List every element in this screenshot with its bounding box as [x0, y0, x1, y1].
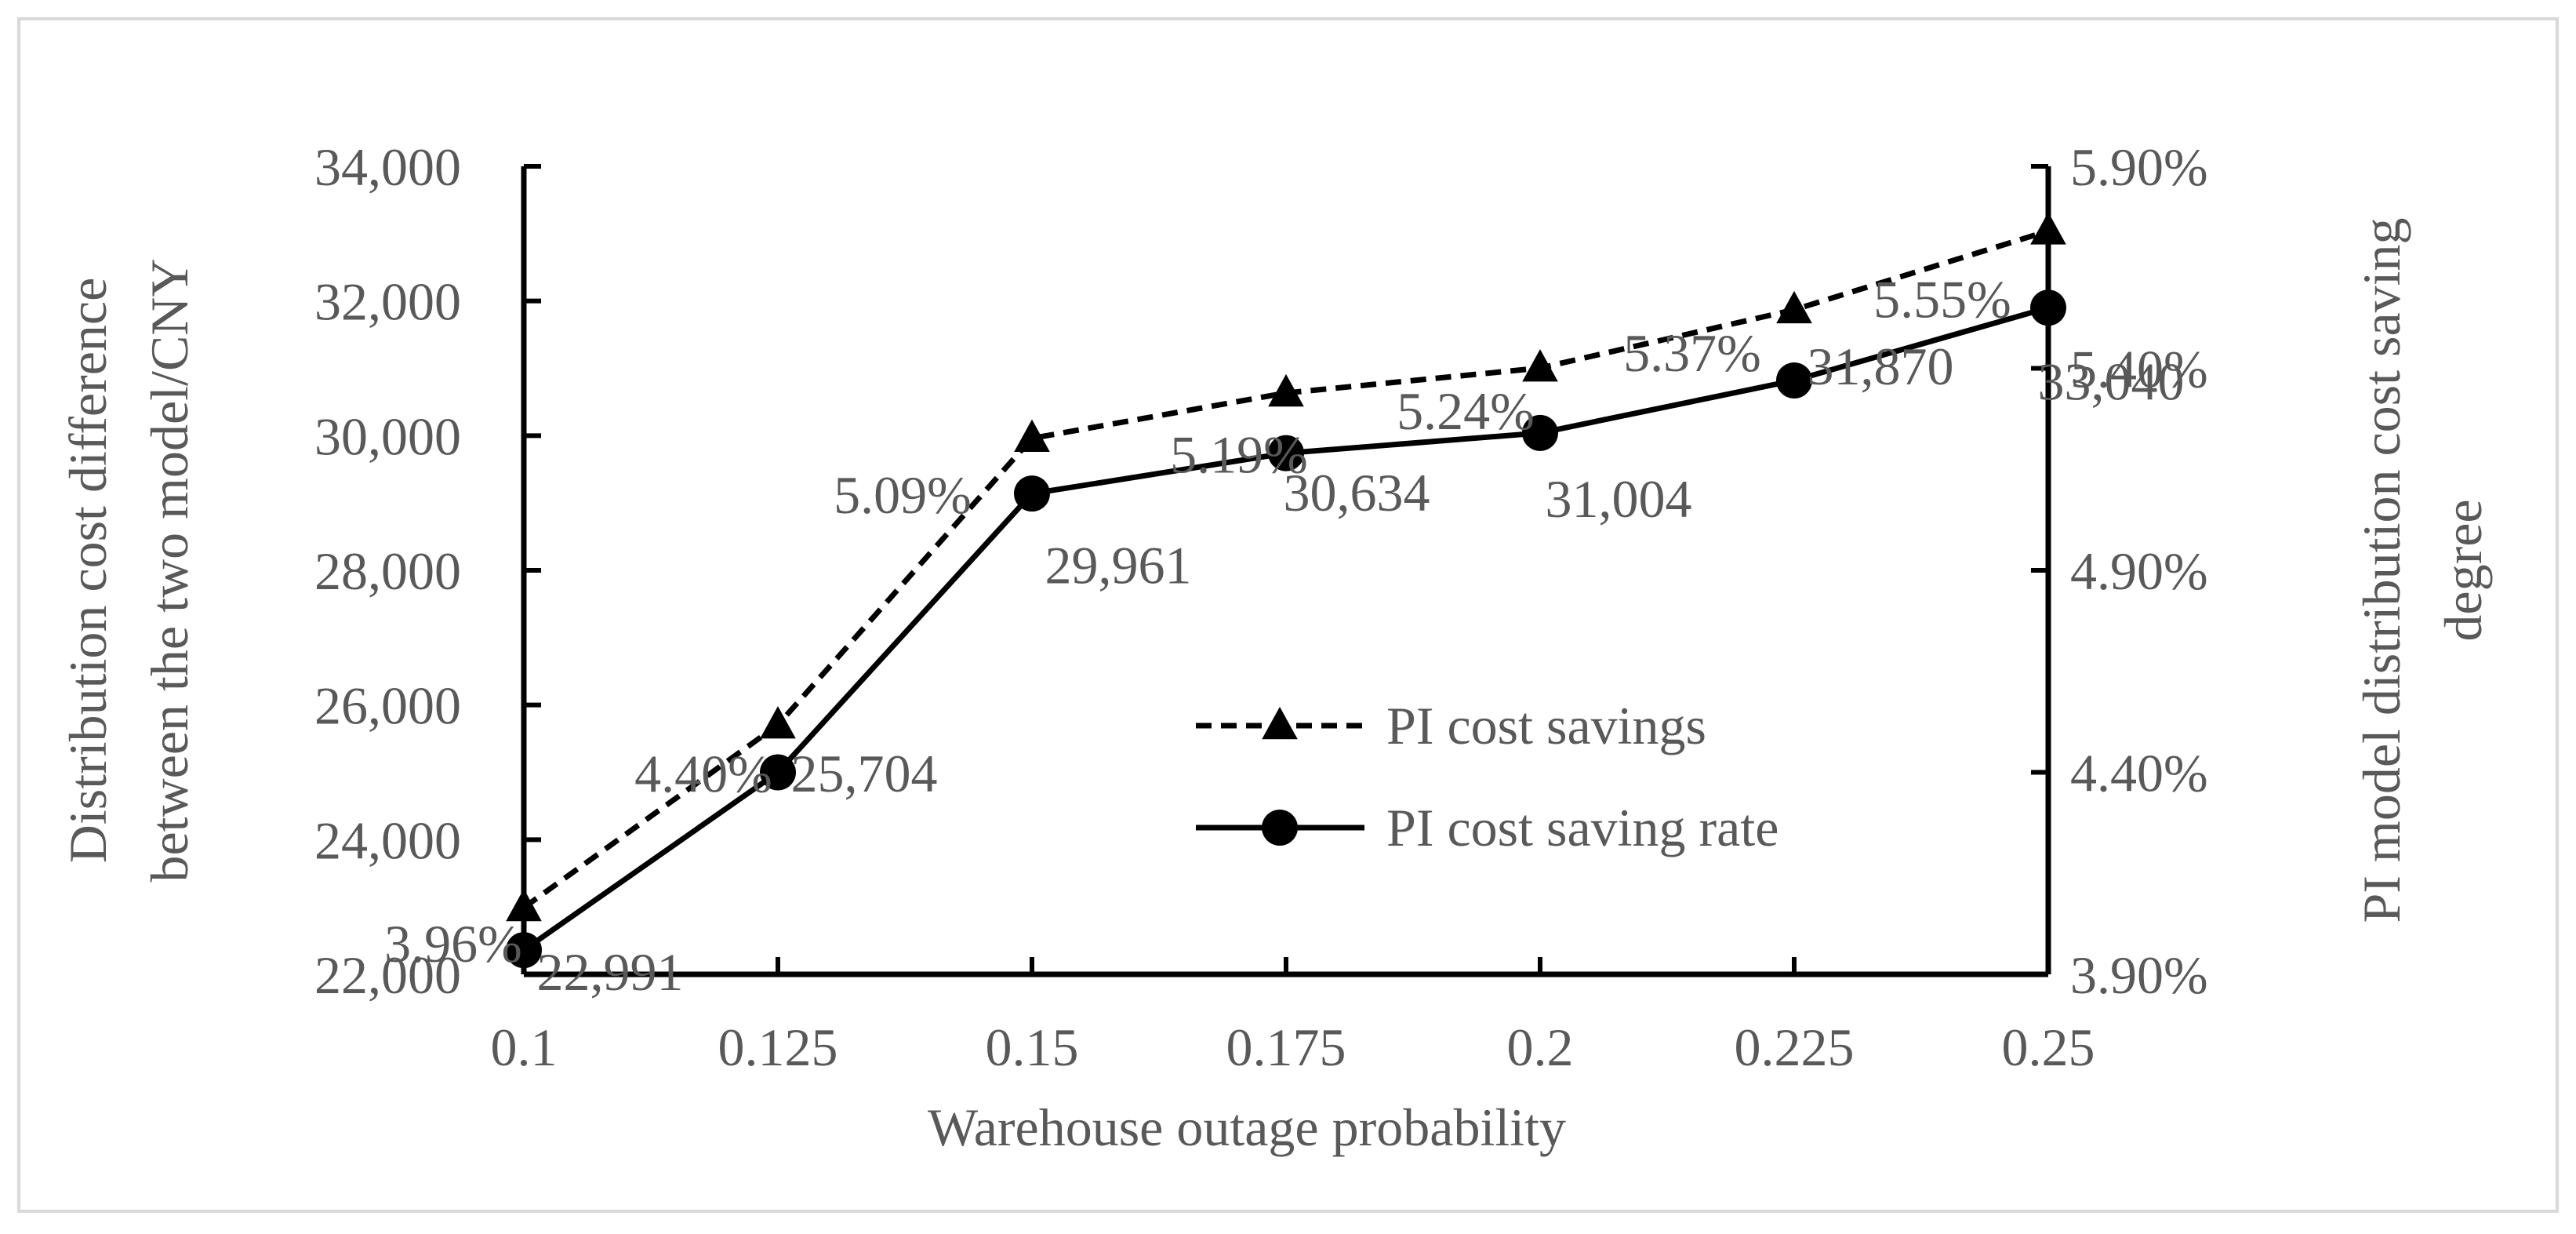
- left-y-tick-label: 30,000: [314, 406, 461, 466]
- x-tick-label: 0.1: [491, 1017, 558, 1077]
- x-tick-label: 0.175: [1226, 1017, 1346, 1077]
- series-pi-cost-saving-rate-marker: [1522, 414, 1558, 451]
- data-label-pi-cost-saving-rate: 5.09%: [834, 465, 972, 525]
- left-y-tick-label: 34,000: [314, 137, 461, 197]
- axes-layer: 22,000 24,000 26,000 28,000 30,000 32,000 34,0…: [58, 137, 2493, 1157]
- data-label-pi-cost-savings: 33,040: [2038, 351, 2185, 411]
- series-pi-cost-saving-rate-marker: [2030, 289, 2066, 326]
- legend: PI cost savings PI cost saving rate: [1196, 696, 1778, 857]
- right-y-axis-title-line: PI model distribution cost saving: [2352, 217, 2411, 923]
- legend-pi-cost-savings-marker: [1262, 707, 1298, 740]
- series-pi-cost-savings-marker: [506, 888, 542, 922]
- series-pi-cost-savings-marker: [1776, 290, 1812, 324]
- series-pi-cost-saving-rate-marker: [1268, 435, 1304, 471]
- data-label-pi-cost-savings: 31,870: [1808, 337, 1954, 396]
- left-y-tick-label: 24,000: [314, 810, 461, 870]
- series-pi-cost-saving-rate-marker: [1014, 475, 1050, 512]
- data-labels-layer: 22,991 25,704 29,961 30,634 31,004 31,870 33,0…: [384, 269, 2184, 1002]
- series-pi-cost-savings-marker: [1522, 349, 1558, 382]
- left-y-axis-title-line: between the two model/CNY: [140, 258, 199, 882]
- series-pi-cost-savings-marker: [1014, 419, 1050, 452]
- series-pi-cost-saving-rate-marker: [1776, 362, 1812, 399]
- data-label-pi-cost-saving-rate: 4.40%: [634, 744, 772, 804]
- data-label-pi-cost-savings: 31,004: [1546, 469, 1692, 529]
- chart-frame: [17, 17, 2559, 1213]
- right-y-tick-label: 5.90%: [2070, 137, 2208, 197]
- x-tick-label: 0.15: [986, 1017, 1079, 1077]
- x-axis-title: Warehouse outage probability: [928, 1097, 1566, 1157]
- left-y-axis-title: Distribution cost difference between the …: [58, 258, 199, 882]
- legend-pi-cost-savings-label: PI cost savings: [1386, 696, 1706, 755]
- left-y-axis-title-line: Distribution cost difference: [58, 278, 118, 864]
- left-y-tick-label: 26,000: [314, 676, 461, 736]
- right-y-tick-label: 4.90%: [2070, 541, 2208, 601]
- series-pi-cost-savings-marker: [2030, 212, 2066, 245]
- left-y-tick-label: 28,000: [314, 541, 461, 601]
- x-tick-label: 0.25: [2002, 1017, 2095, 1077]
- data-label-pi-cost-saving-rate: 5.24%: [1397, 381, 1535, 441]
- right-y-tick-label: 4.40%: [2070, 744, 2208, 803]
- series-pi-cost-saving-rate-marker: [760, 754, 796, 791]
- data-label-pi-cost-saving-rate: 5.19%: [1170, 425, 1308, 485]
- left-y-tick-label: 32,000: [314, 272, 461, 332]
- data-label-pi-cost-savings: 30,634: [1284, 463, 1430, 522]
- right-y-tick-label: 3.90%: [2070, 945, 2208, 1005]
- right-y-axis-title-line: degree: [2433, 499, 2493, 641]
- legend-pi-cost-saving-rate-label: PI cost saving rate: [1386, 798, 1778, 857]
- right-y-axis-title: PI model distribution cost saving degree: [2352, 217, 2493, 923]
- data-label-pi-cost-savings: 25,704: [791, 744, 938, 803]
- legend-pi-cost-saving-rate-marker: [1262, 810, 1298, 846]
- x-tick-label: 0.125: [718, 1017, 838, 1077]
- data-label-pi-cost-saving-rate: 5.55%: [1873, 269, 2011, 329]
- data-label-pi-cost-saving-rate: 5.37%: [1623, 323, 1761, 383]
- data-label-pi-cost-saving-rate: 3.96%: [384, 914, 522, 974]
- right-y-tick-label: 5.40%: [2070, 340, 2208, 399]
- series-pi-cost-savings-marker: [1268, 373, 1304, 407]
- x-tick-label: 0.225: [1735, 1017, 1855, 1077]
- left-y-tick-label: 22,000: [314, 945, 461, 1005]
- data-label-pi-cost-savings: 29,961: [1045, 536, 1192, 595]
- series-pi-cost-savings-marker: [760, 706, 796, 739]
- series-layer: [506, 212, 2066, 969]
- data-label-pi-cost-savings: 22,991: [537, 942, 684, 1002]
- series-pi-cost-saving-rate-marker: [506, 932, 542, 969]
- x-tick-label: 0.2: [1507, 1017, 1574, 1077]
